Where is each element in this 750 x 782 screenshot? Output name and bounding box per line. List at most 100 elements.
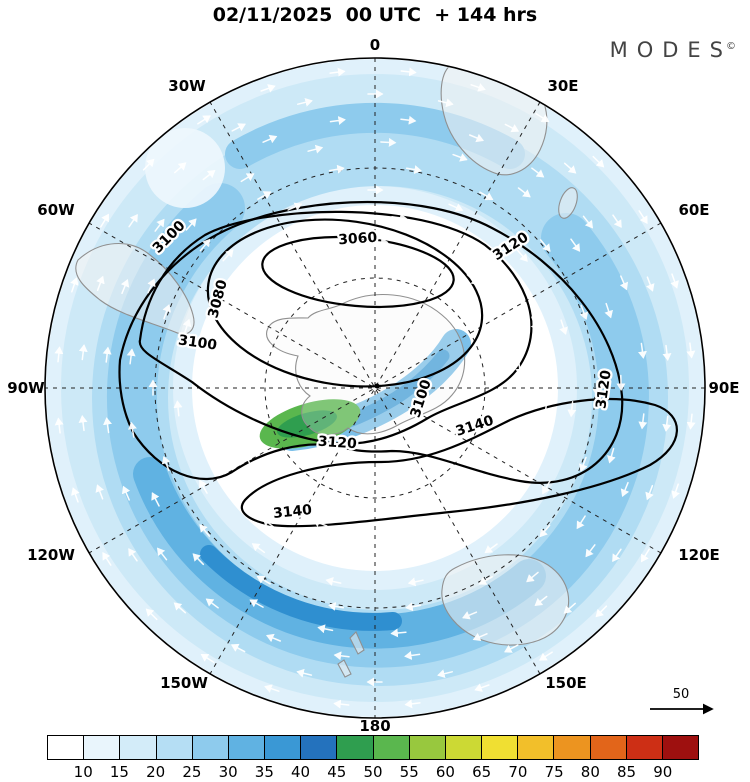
wind-arrow-icon bbox=[234, 275, 245, 289]
colorbar-tick-label: 20 bbox=[146, 763, 166, 781]
wind-arrow-icon bbox=[612, 214, 622, 228]
contour-label: 3060 bbox=[338, 230, 378, 249]
wind-arrow-icon bbox=[517, 187, 531, 198]
wind-arrow-icon bbox=[570, 238, 581, 252]
colorbar-cell bbox=[372, 736, 409, 759]
wind-arrow-icon bbox=[328, 602, 345, 611]
meridian-label: 120W bbox=[27, 546, 75, 564]
colorbar-cell bbox=[119, 736, 156, 759]
height-contour bbox=[138, 210, 533, 445]
wind-arrow-icon bbox=[472, 632, 488, 642]
wind-arrow-icon bbox=[405, 165, 422, 174]
wind-arrow-icon bbox=[142, 158, 155, 171]
wind-arrow-icon bbox=[249, 599, 264, 608]
wind-arrow-icon bbox=[470, 83, 486, 92]
colorbar-tick-label: 60 bbox=[435, 763, 455, 781]
wind-arrow-icon bbox=[407, 577, 424, 587]
landmass-antarctica bbox=[266, 294, 466, 436]
wind-arrow-icon bbox=[638, 413, 648, 430]
wind-arrow-icon bbox=[185, 218, 197, 231]
colorbar-cell bbox=[589, 736, 626, 759]
colorbar-tick-label: 70 bbox=[508, 763, 528, 781]
wind-arrow-icon bbox=[542, 480, 551, 495]
wind-arrow-icon bbox=[287, 202, 303, 211]
wind-arrow-icon bbox=[592, 155, 605, 168]
wind-arrow-icon bbox=[95, 484, 104, 500]
wind-arrow-icon bbox=[161, 455, 171, 472]
wind-arrow-icon bbox=[103, 417, 112, 434]
wind-arrow-icon bbox=[437, 98, 454, 108]
colorbar-tick-label: 15 bbox=[109, 763, 129, 781]
colorbar-tick-label: 10 bbox=[73, 763, 93, 781]
wind-arrow-icon bbox=[504, 123, 520, 133]
wind-arrow-icon bbox=[70, 277, 79, 293]
colorbar-cell bbox=[625, 736, 662, 759]
wind-arrow-icon bbox=[539, 651, 553, 661]
wind-arrow-icon bbox=[328, 164, 345, 174]
colorbar-cell bbox=[48, 736, 84, 759]
meridian-line bbox=[88, 222, 662, 554]
colorbar-tick-label: 90 bbox=[653, 763, 673, 781]
colorbar-cell bbox=[155, 736, 192, 759]
colorbar-cell bbox=[336, 736, 373, 759]
meridian-line bbox=[88, 222, 662, 554]
modes-logo: MODES© bbox=[610, 38, 736, 62]
wind-arrow-icon bbox=[607, 447, 616, 464]
landmass-australia bbox=[441, 554, 569, 646]
wind-arrow-icon bbox=[251, 543, 266, 554]
wind-arrow-icon bbox=[227, 349, 237, 366]
colorbar-tick-label: 65 bbox=[472, 763, 492, 781]
map-boundary bbox=[44, 57, 706, 719]
wind-arrow-icon bbox=[154, 218, 165, 232]
wind-arrow-icon bbox=[333, 699, 350, 709]
colorbar-cell bbox=[553, 736, 590, 759]
contour-label: 3120 bbox=[317, 434, 357, 453]
copyright-icon: © bbox=[726, 41, 736, 52]
meridian-label: 0 bbox=[370, 36, 380, 54]
wind-arrow-icon bbox=[231, 123, 246, 132]
wind-arrow-icon bbox=[540, 404, 550, 421]
wind-arrow-icon bbox=[474, 247, 488, 258]
wind-arrow-icon bbox=[197, 115, 211, 125]
wind-arrow-icon bbox=[380, 137, 397, 147]
wind-arrow-icon bbox=[102, 346, 112, 363]
wind-arrow-icon bbox=[504, 644, 519, 653]
wind-arrow-icon bbox=[474, 683, 490, 692]
wind-arrow-icon bbox=[576, 515, 586, 530]
wind-arrow-icon bbox=[121, 485, 131, 501]
colorbar-tick-label: 50 bbox=[363, 763, 383, 781]
wind-arrow-icon bbox=[612, 548, 622, 563]
wind-arrow-icon bbox=[539, 239, 551, 252]
colorbar-cell bbox=[300, 736, 337, 759]
colorbar-cell bbox=[517, 736, 554, 759]
wind-arrow-icon bbox=[462, 611, 478, 620]
wind-arrow-icon bbox=[563, 162, 577, 174]
colorbar-tick-label: 40 bbox=[291, 763, 311, 781]
wind-arrow-icon bbox=[582, 215, 594, 229]
wind-arrow-icon bbox=[646, 276, 655, 292]
wind-arrow-icon bbox=[96, 275, 105, 292]
modes-logo-text: MODES bbox=[609, 38, 732, 62]
colorbar-cell bbox=[227, 736, 265, 759]
wind-arrow-icon bbox=[466, 274, 480, 286]
colorbar-cell bbox=[191, 736, 228, 759]
wind-arrow-icon bbox=[192, 553, 205, 566]
wind-arrow-icon bbox=[128, 548, 138, 562]
wind-arrow-icon bbox=[405, 602, 422, 612]
wind-reference-value: 50 bbox=[673, 687, 690, 702]
wind-arrows bbox=[54, 67, 696, 709]
colorbar-tick-label: 75 bbox=[544, 763, 564, 781]
meridian-label: 90E bbox=[708, 379, 739, 397]
wind-arrow-icon bbox=[205, 598, 219, 609]
wind-arrow-icon bbox=[102, 552, 112, 566]
meridian-labels: 0 30E 60E 90E 120E 150E 180 150W 120W 90… bbox=[7, 36, 739, 735]
wind-arrow-icon bbox=[173, 400, 183, 417]
wind-arrow-icon bbox=[372, 237, 389, 247]
colorbar-labels: 10 15 20 25 30 35 40 45 50 55 60 65 70 75 80 85 90 bbox=[47, 763, 699, 781]
wind-arrow-icon bbox=[619, 275, 629, 291]
wind-arrow-icon bbox=[662, 344, 672, 361]
colorbar-cell bbox=[661, 736, 699, 759]
wind-arrow-icon bbox=[325, 577, 342, 586]
wind-arrow-icon bbox=[297, 97, 313, 107]
wind-arrow-icon bbox=[534, 595, 548, 607]
